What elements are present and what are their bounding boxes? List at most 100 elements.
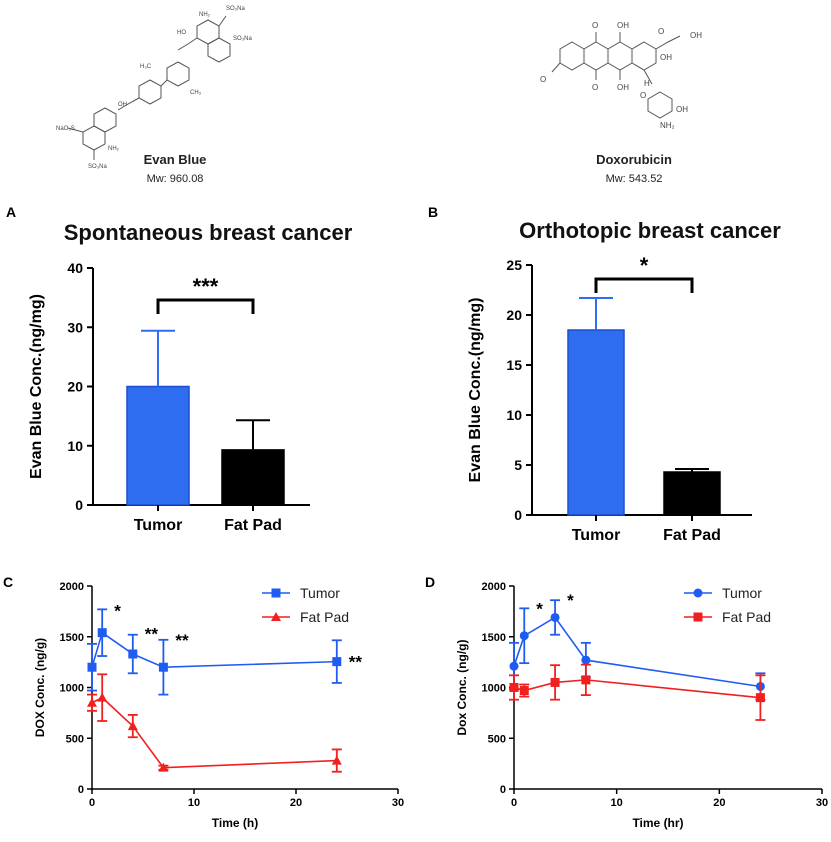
y-tick-label: 500 [488, 733, 506, 745]
significance-bracket [156, 298, 255, 314]
atom-label: O [658, 27, 664, 36]
data-point [581, 675, 591, 685]
significance-label: *** [193, 274, 219, 299]
atom-label: SO₃Na [88, 164, 107, 170]
chart-title: Spontaneous breast cancer [64, 220, 353, 245]
x-axis-label: Time (hr) [632, 816, 683, 830]
y-tick-label: 20 [506, 307, 522, 323]
x-tick-label: 0 [511, 797, 517, 809]
significance-label: * [640, 253, 649, 278]
atom-label: OH [617, 21, 629, 30]
y-tick-label: 40 [67, 260, 83, 276]
atom-label: O [640, 91, 646, 100]
atom-label: NH₂ [660, 121, 675, 130]
data-point [519, 686, 529, 696]
y-tick-label: 0 [500, 784, 506, 796]
data-point [97, 692, 108, 702]
legend-label: Tumor [300, 585, 340, 601]
data-point [158, 662, 168, 672]
atom-label: SO₃Na [226, 6, 245, 12]
y-tick-label: 0 [514, 507, 522, 523]
x-tick-label: Fat Pad [663, 527, 721, 544]
x-tick-label: Fat Pad [224, 517, 282, 534]
data-point [97, 628, 107, 638]
significance-label: ** [145, 625, 159, 644]
data-point [331, 755, 342, 765]
y-tick-label: 0 [78, 784, 84, 796]
atom-label: NH₂ [108, 146, 120, 152]
atom-label: O [540, 75, 546, 84]
data-point [693, 612, 703, 622]
panel-d-line-chart: D 0 500 1000 1500 2000 0 10 20 30 Dox Conc. (ng/g)… [425, 574, 828, 830]
significance-label: * [114, 601, 121, 620]
atom-label: H₃C [140, 64, 152, 70]
data-point [509, 661, 519, 671]
bar-tumor [567, 329, 625, 516]
y-tick-label: 2000 [482, 581, 506, 593]
data-point [271, 588, 281, 598]
atom-label: CH₃ [190, 90, 202, 96]
data-point [755, 693, 765, 703]
x-tick-label: 10 [188, 797, 200, 809]
atom-label: NaO₃S [56, 126, 75, 132]
significance-label: * [567, 591, 574, 610]
x-tick-label: 0 [89, 797, 95, 809]
data-point [519, 631, 529, 641]
data-point [550, 677, 560, 687]
legend-label: Tumor [722, 585, 762, 601]
series-line-fat-pad [91, 696, 337, 769]
data-point [693, 588, 703, 598]
data-point [127, 721, 138, 731]
bar-fat-pad [221, 449, 285, 506]
y-tick-label: 30 [67, 319, 83, 335]
doxorubicin-name: Doxorubicin [596, 152, 672, 167]
y-tick-label: 500 [66, 733, 84, 745]
y-axis-label: Dox Conc. (ng/g) [455, 640, 469, 736]
doxorubicin-atom-labels: O OH O OH O OH OH O H O OH NH₂ [540, 21, 702, 130]
y-tick-label: 25 [506, 257, 522, 273]
significance-label: * [536, 599, 543, 618]
significance-label: ** [349, 653, 363, 672]
data-point [509, 683, 519, 692]
atom-label: OH [676, 105, 688, 114]
atom-label: O [592, 83, 598, 92]
evan-blue-atom-labels: NH₂ SO₃Na SO₃Na HO H₃C CH₃ OH NaO₃S NH₂ … [56, 6, 252, 170]
significance-label: ** [175, 631, 189, 650]
y-tick-label: 1000 [60, 683, 84, 695]
bar-fat-pad [663, 471, 721, 516]
chart-title: Orthotopic breast cancer [519, 218, 781, 243]
y-tick-label: 10 [67, 438, 83, 454]
data-point [128, 649, 138, 659]
data-point [550, 612, 560, 622]
panel-letter: B [428, 204, 438, 220]
atom-label: H [644, 79, 650, 88]
x-tick-label: 30 [392, 797, 404, 809]
panel-letter: C [3, 574, 13, 590]
y-tick-label: 1500 [482, 632, 506, 644]
atom-label: OH [690, 31, 702, 40]
y-tick-label: 5 [514, 457, 522, 473]
x-tick-label: Tumor [134, 517, 183, 534]
atom-label: NH₂ [199, 12, 211, 18]
y-tick-label: 20 [67, 379, 83, 395]
x-tick-label: 30 [816, 797, 828, 809]
data-point [271, 612, 281, 621]
atom-label: OH [660, 53, 672, 62]
data-point [581, 655, 591, 665]
data-point [87, 662, 97, 672]
y-tick-label: 0 [75, 497, 83, 513]
y-tick-label: 1000 [482, 683, 506, 695]
panel-c-line-chart: C 0 500 1000 1500 2000 0 10 20 30 DOX Conc. (ng/g)… [3, 574, 404, 830]
atom-label: HO [177, 30, 186, 36]
y-axis-label: Evan Blue Conc.(ng/mg) [28, 294, 45, 479]
atom-label: SO₃Na [233, 36, 252, 42]
evan-blue-name: Evan Blue [144, 152, 207, 167]
atom-label: O [592, 21, 598, 30]
doxorubicin-mw: Mw: 543.52 [606, 173, 663, 185]
series-line-tumor [513, 616, 761, 688]
y-axis-label: DOX Conc. (ng/g) [33, 638, 47, 737]
y-axis-label: Evan Blue Conc.(ng/mg) [467, 298, 484, 483]
y-tick-label: 2000 [60, 581, 84, 593]
atom-label: OH [617, 83, 629, 92]
data-point [332, 657, 342, 667]
